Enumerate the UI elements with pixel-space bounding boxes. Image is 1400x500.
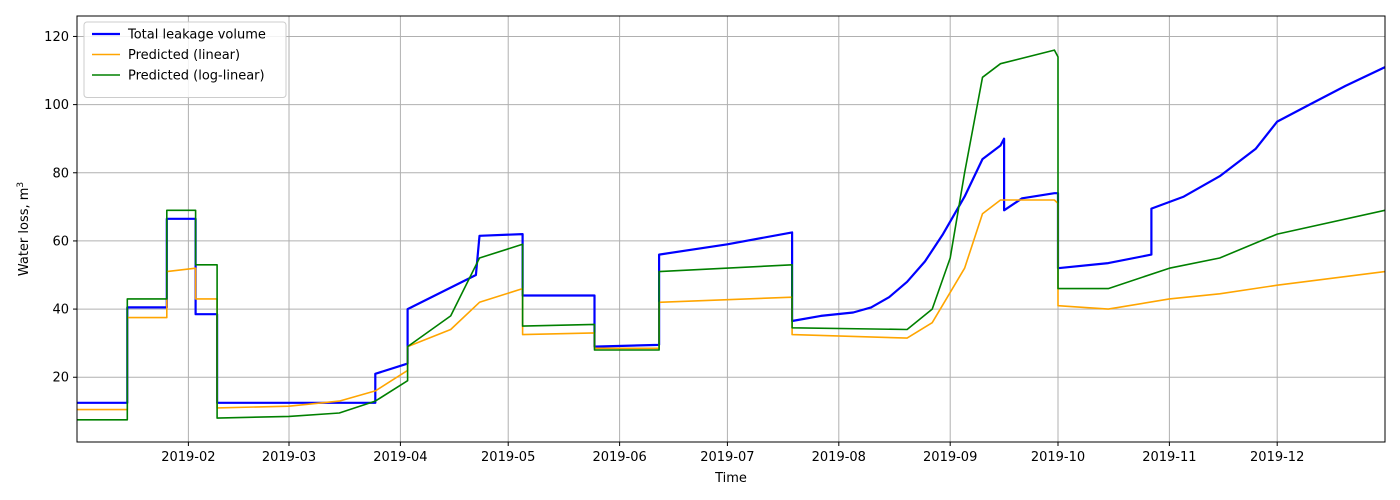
- y-axis-title-text: Water loss, m: [17, 188, 32, 277]
- x-tick-label: 2019-09: [923, 450, 977, 465]
- x-tick-label: 2019-11: [1142, 450, 1196, 465]
- x-tick-label: 2019-12: [1250, 450, 1304, 465]
- y-axis-title: Water loss, m3: [16, 182, 32, 276]
- x-tick-label: 2019-06: [592, 450, 646, 465]
- y-axis-title-superscript: 3: [16, 182, 26, 188]
- y-tick-label: 100: [44, 98, 69, 113]
- x-tick-label: 2019-04: [373, 450, 427, 465]
- y-tick-label: 40: [52, 303, 69, 318]
- series-line-2: [77, 199, 1385, 411]
- x-tick-label: 2019-10: [1031, 450, 1085, 465]
- x-axis-ticks: 2019-02 2019-03 2019-04 2019-05 2019-06 2019-…: [161, 442, 1304, 465]
- legend-label: Total leakage volume: [127, 28, 266, 43]
- y-tick-label: 20: [52, 371, 69, 386]
- y-axis-ticks: 20 40 60 80 100 120: [44, 30, 77, 386]
- x-tick-label: 2019-02: [161, 450, 215, 465]
- grid: [77, 16, 1385, 442]
- y-tick-label: 120: [44, 30, 69, 45]
- series-line-3: [77, 49, 1385, 421]
- x-tick-label: 2019-05: [481, 450, 535, 465]
- legend-label: Predicted (log-linear): [128, 69, 265, 84]
- x-tick-label: 2019-07: [700, 450, 754, 465]
- series-line-1: [77, 66, 1385, 404]
- legend-box: [83, 21, 287, 98]
- y-tick-label: 60: [52, 234, 69, 249]
- legend: Total leakage volume Predicted (linear) Pr…: [83, 21, 287, 98]
- legend-label: Predicted (linear): [128, 48, 240, 63]
- plot-frame: [76, 15, 1386, 443]
- y-tick-label: 80: [52, 166, 69, 181]
- x-axis-title: Time: [714, 471, 747, 486]
- x-tick-label: 2019-08: [812, 450, 866, 465]
- plot-area: [77, 49, 1385, 421]
- x-tick-label: 2019-03: [262, 450, 316, 465]
